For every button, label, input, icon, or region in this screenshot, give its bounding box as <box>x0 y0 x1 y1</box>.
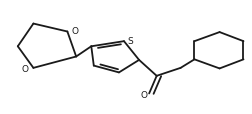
Text: O: O <box>72 27 79 36</box>
Text: S: S <box>127 36 133 45</box>
Text: O: O <box>140 90 146 99</box>
Text: O: O <box>22 64 29 73</box>
